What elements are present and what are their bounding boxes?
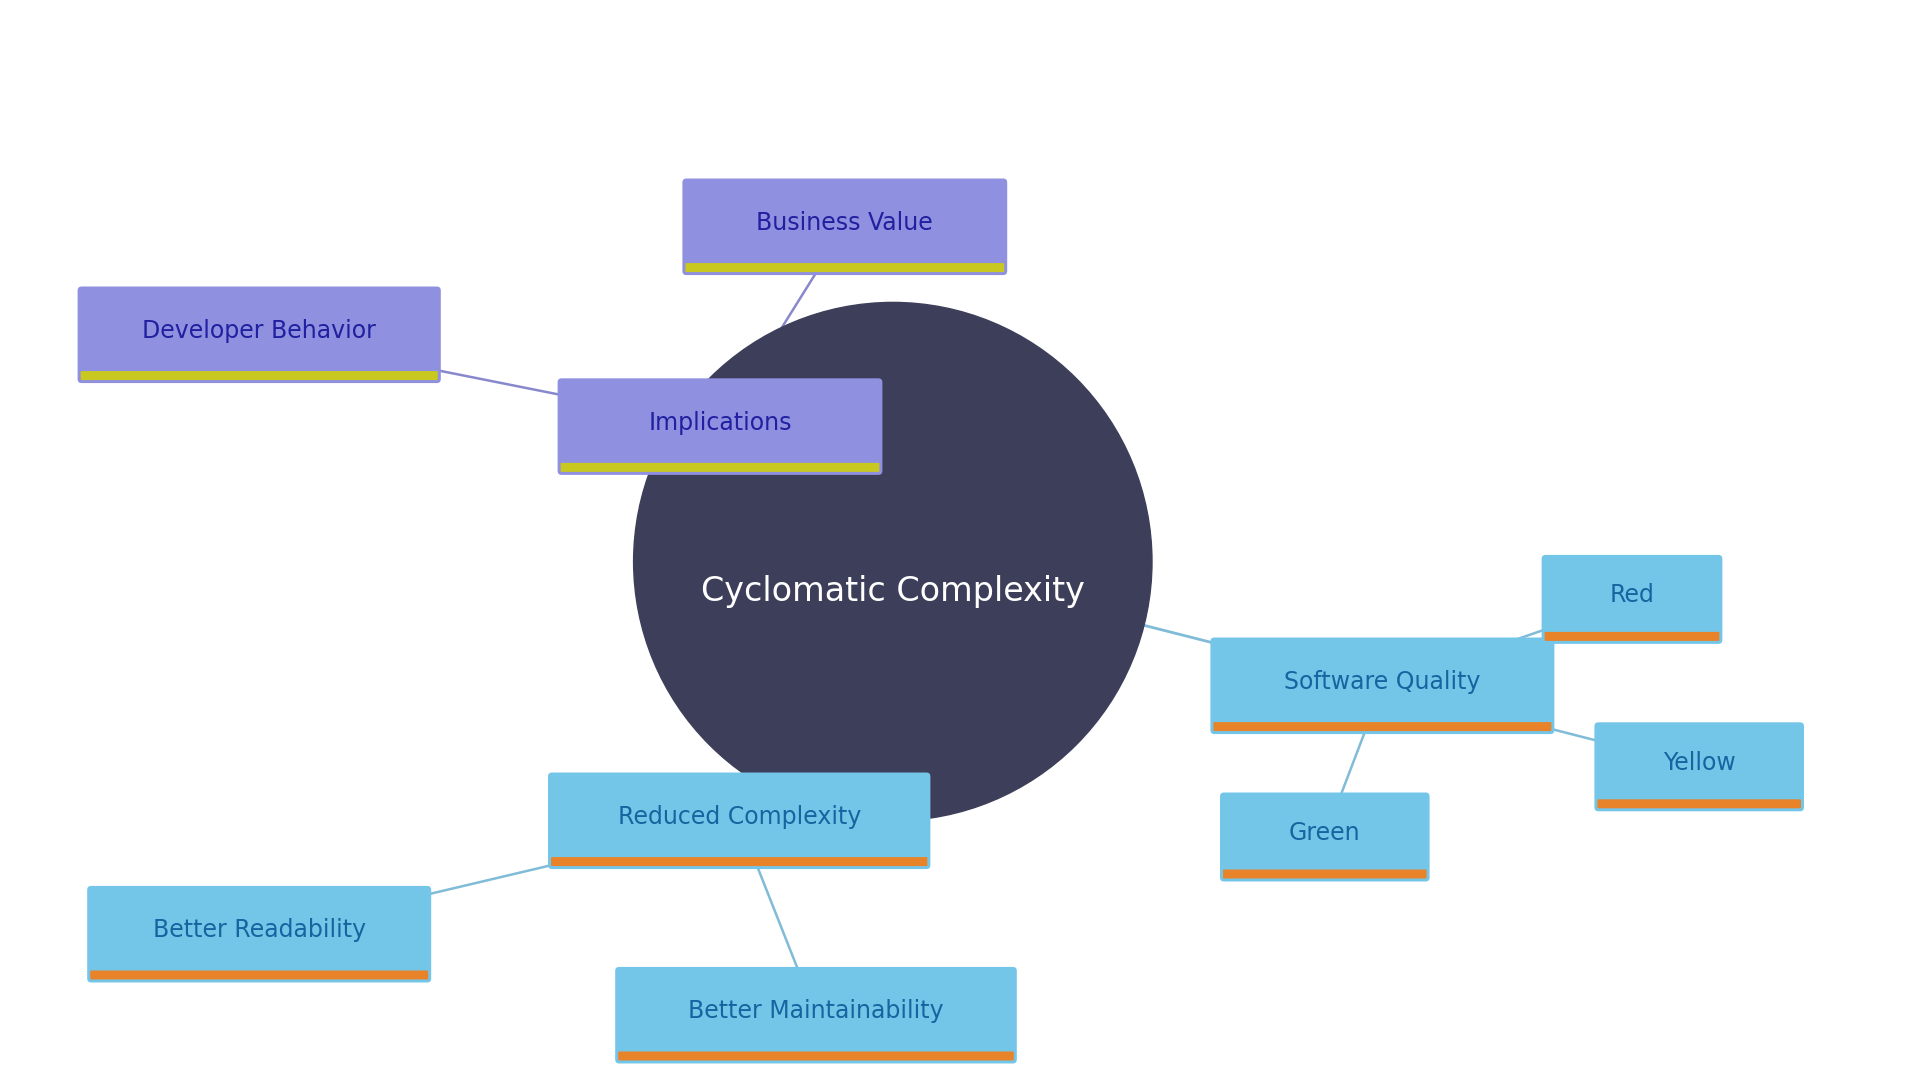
FancyBboxPatch shape xyxy=(1213,723,1551,731)
FancyBboxPatch shape xyxy=(1597,799,1801,808)
FancyBboxPatch shape xyxy=(1210,637,1555,734)
Text: Yellow: Yellow xyxy=(1663,751,1736,774)
FancyBboxPatch shape xyxy=(614,967,1018,1064)
Text: Software Quality: Software Quality xyxy=(1284,670,1480,693)
FancyBboxPatch shape xyxy=(557,378,883,475)
FancyBboxPatch shape xyxy=(1223,869,1427,878)
FancyBboxPatch shape xyxy=(1542,555,1722,644)
Text: Green: Green xyxy=(1288,821,1361,845)
FancyBboxPatch shape xyxy=(77,286,442,383)
FancyBboxPatch shape xyxy=(561,463,879,472)
FancyBboxPatch shape xyxy=(1219,793,1430,881)
Text: Red: Red xyxy=(1609,583,1655,607)
Text: Implications: Implications xyxy=(649,410,791,434)
Text: Developer Behavior: Developer Behavior xyxy=(142,319,376,342)
FancyBboxPatch shape xyxy=(90,971,428,980)
FancyBboxPatch shape xyxy=(1544,632,1720,640)
Ellipse shape xyxy=(634,302,1152,821)
FancyBboxPatch shape xyxy=(685,264,1004,272)
Text: Reduced Complexity: Reduced Complexity xyxy=(618,805,860,828)
Text: Business Value: Business Value xyxy=(756,211,933,234)
FancyBboxPatch shape xyxy=(1594,723,1805,811)
FancyBboxPatch shape xyxy=(547,772,931,869)
Text: Better Maintainability: Better Maintainability xyxy=(687,999,945,1023)
Text: Cyclomatic Complexity: Cyclomatic Complexity xyxy=(701,575,1085,608)
FancyBboxPatch shape xyxy=(682,178,1008,275)
FancyBboxPatch shape xyxy=(618,1052,1014,1061)
Text: Better Readability: Better Readability xyxy=(152,918,367,942)
FancyBboxPatch shape xyxy=(86,886,432,983)
FancyBboxPatch shape xyxy=(551,858,927,866)
FancyBboxPatch shape xyxy=(81,372,438,380)
